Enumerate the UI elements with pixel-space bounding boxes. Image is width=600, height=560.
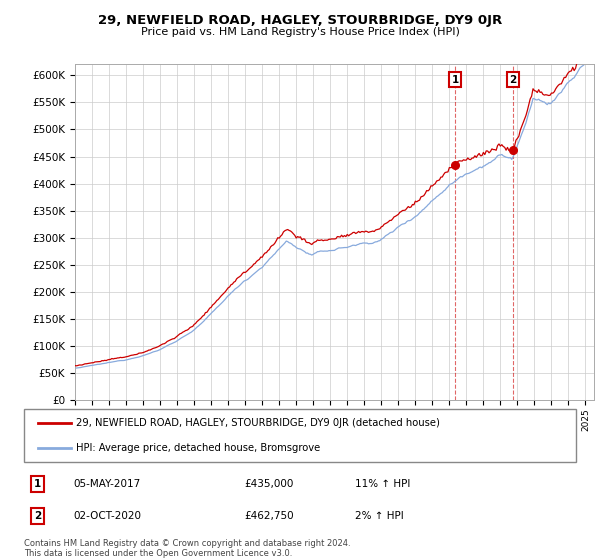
Text: 1: 1: [34, 479, 41, 489]
Text: £462,750: £462,750: [245, 511, 295, 521]
Text: 1: 1: [451, 74, 458, 85]
Text: 2: 2: [509, 74, 517, 85]
Text: Price paid vs. HM Land Registry's House Price Index (HPI): Price paid vs. HM Land Registry's House …: [140, 27, 460, 37]
Text: 2: 2: [34, 511, 41, 521]
Text: 2% ↑ HPI: 2% ↑ HPI: [355, 511, 404, 521]
Text: HPI: Average price, detached house, Bromsgrove: HPI: Average price, detached house, Brom…: [76, 442, 320, 452]
Text: 05-MAY-2017: 05-MAY-2017: [74, 479, 141, 489]
Text: £435,000: £435,000: [245, 479, 294, 489]
Text: 29, NEWFIELD ROAD, HAGLEY, STOURBRIDGE, DY9 0JR: 29, NEWFIELD ROAD, HAGLEY, STOURBRIDGE, …: [98, 14, 502, 27]
FancyBboxPatch shape: [24, 409, 576, 462]
Text: Contains HM Land Registry data © Crown copyright and database right 2024.
This d: Contains HM Land Registry data © Crown c…: [24, 539, 350, 558]
Text: 02-OCT-2020: 02-OCT-2020: [74, 511, 142, 521]
Text: 29, NEWFIELD ROAD, HAGLEY, STOURBRIDGE, DY9 0JR (detached house): 29, NEWFIELD ROAD, HAGLEY, STOURBRIDGE, …: [76, 418, 440, 428]
Text: 11% ↑ HPI: 11% ↑ HPI: [355, 479, 410, 489]
